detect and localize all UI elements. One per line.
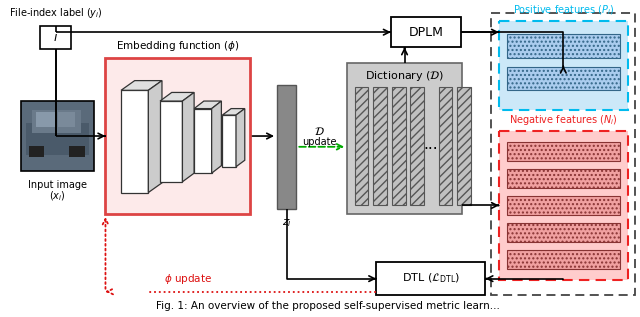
Polygon shape [182,93,194,182]
Polygon shape [121,81,162,90]
Bar [507,142,620,161]
Bar [58,112,76,127]
Bar [499,22,628,110]
Text: DPLM: DPLM [408,26,444,39]
Bar [507,196,620,215]
Text: update: update [303,137,337,147]
Text: Embedding function $(\phi)$: Embedding function $(\phi)$ [116,39,239,53]
Text: File-index label $(y_i)$: File-index label $(y_i)$ [9,6,102,20]
Bar [499,131,628,280]
Bar [26,123,89,155]
Polygon shape [160,101,182,182]
Bar [410,87,424,205]
Bar [507,223,620,242]
Text: $(x_i)$: $(x_i)$ [49,189,65,203]
Bar [492,13,636,295]
Bar [33,110,81,133]
Bar [376,262,485,295]
Text: Input image: Input image [28,180,87,190]
Text: $\phi$ update: $\phi$ update [164,272,212,286]
Bar [457,87,471,205]
Text: $z_i$: $z_i$ [282,217,292,229]
Bar [347,63,462,214]
Polygon shape [212,101,221,173]
Bar [277,85,296,209]
Text: i: i [54,31,58,44]
Bar [40,26,72,49]
Bar [29,146,44,157]
Bar [438,87,452,205]
Polygon shape [148,81,162,192]
Bar [69,146,85,157]
Bar [355,87,369,205]
Polygon shape [121,90,148,192]
Text: DTL $(\mathcal{L}_{\mathrm{DTL}})$: DTL $(\mathcal{L}_{\mathrm{DTL}})$ [402,272,460,285]
Bar [373,87,387,205]
Bar [392,87,406,205]
Text: Positive features $(P_i)$: Positive features $(P_i)$ [513,3,614,17]
Bar [391,17,461,47]
Text: Negative features $(N_i)$: Negative features $(N_i)$ [509,113,618,127]
Polygon shape [222,115,236,167]
Text: Dictionary $(\mathcal{D})$: Dictionary $(\mathcal{D})$ [365,69,444,83]
Polygon shape [236,109,244,167]
Polygon shape [160,93,194,101]
Polygon shape [194,101,221,109]
Bar [36,112,56,127]
Bar [507,34,620,58]
Text: ...: ... [424,137,438,152]
Bar [20,101,94,171]
Bar [106,58,250,214]
Text: $\mathcal{D}$: $\mathcal{D}$ [314,125,325,137]
Bar [507,169,620,188]
Polygon shape [194,109,212,173]
Bar [507,249,620,269]
Bar [507,67,620,90]
Text: Fig. 1: An overview of the proposed self-supervised metric learn...: Fig. 1: An overview of the proposed self… [156,301,499,311]
Polygon shape [222,109,244,115]
